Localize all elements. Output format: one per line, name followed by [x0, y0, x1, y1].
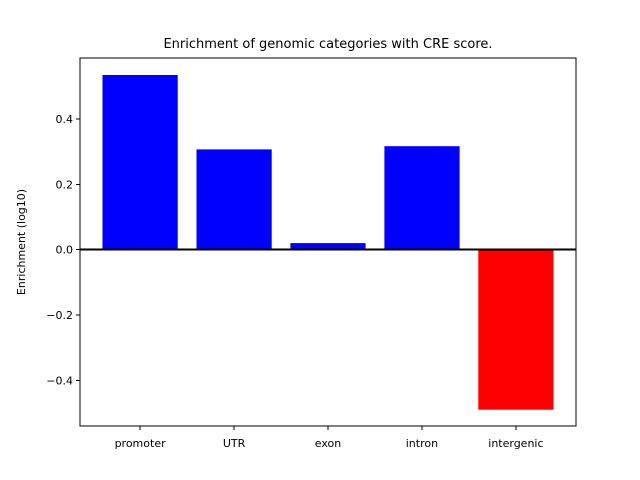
- x-tick-label-promoter: promoter: [115, 437, 167, 450]
- bar-intergenic: [478, 249, 554, 410]
- chart-title: Enrichment of genomic categories with CR…: [163, 37, 492, 52]
- tick-labels-layer: 0.4 0.2 0.0 −0.2 −0.4 promoter UTR exon intron in…: [46, 113, 543, 450]
- x-tick-label-intergenic: intergenic: [488, 437, 543, 450]
- y-tick-label-0.4: 0.4: [56, 113, 74, 126]
- y-tick-label-0.2: 0.2: [56, 178, 74, 191]
- bar-exon: [290, 243, 366, 250]
- x-tick-label-intron: intron: [406, 437, 438, 450]
- plot-border: [79, 57, 577, 427]
- y-axis-label: Enrichment (log10): [15, 189, 28, 295]
- bar-UTR: [196, 149, 272, 250]
- y-tick-label-0.0: 0.0: [56, 244, 74, 257]
- x-tick-label-UTR: UTR: [223, 437, 246, 450]
- y-tick-label-−0.4: −0.4: [46, 374, 73, 387]
- bars-layer: [102, 75, 554, 410]
- bar-promoter: [102, 75, 178, 250]
- ticks-layer: [76, 118, 517, 430]
- x-tick-label-exon: exon: [315, 437, 341, 450]
- bar-intron: [384, 146, 460, 250]
- y-tick-label-−0.2: −0.2: [46, 309, 73, 322]
